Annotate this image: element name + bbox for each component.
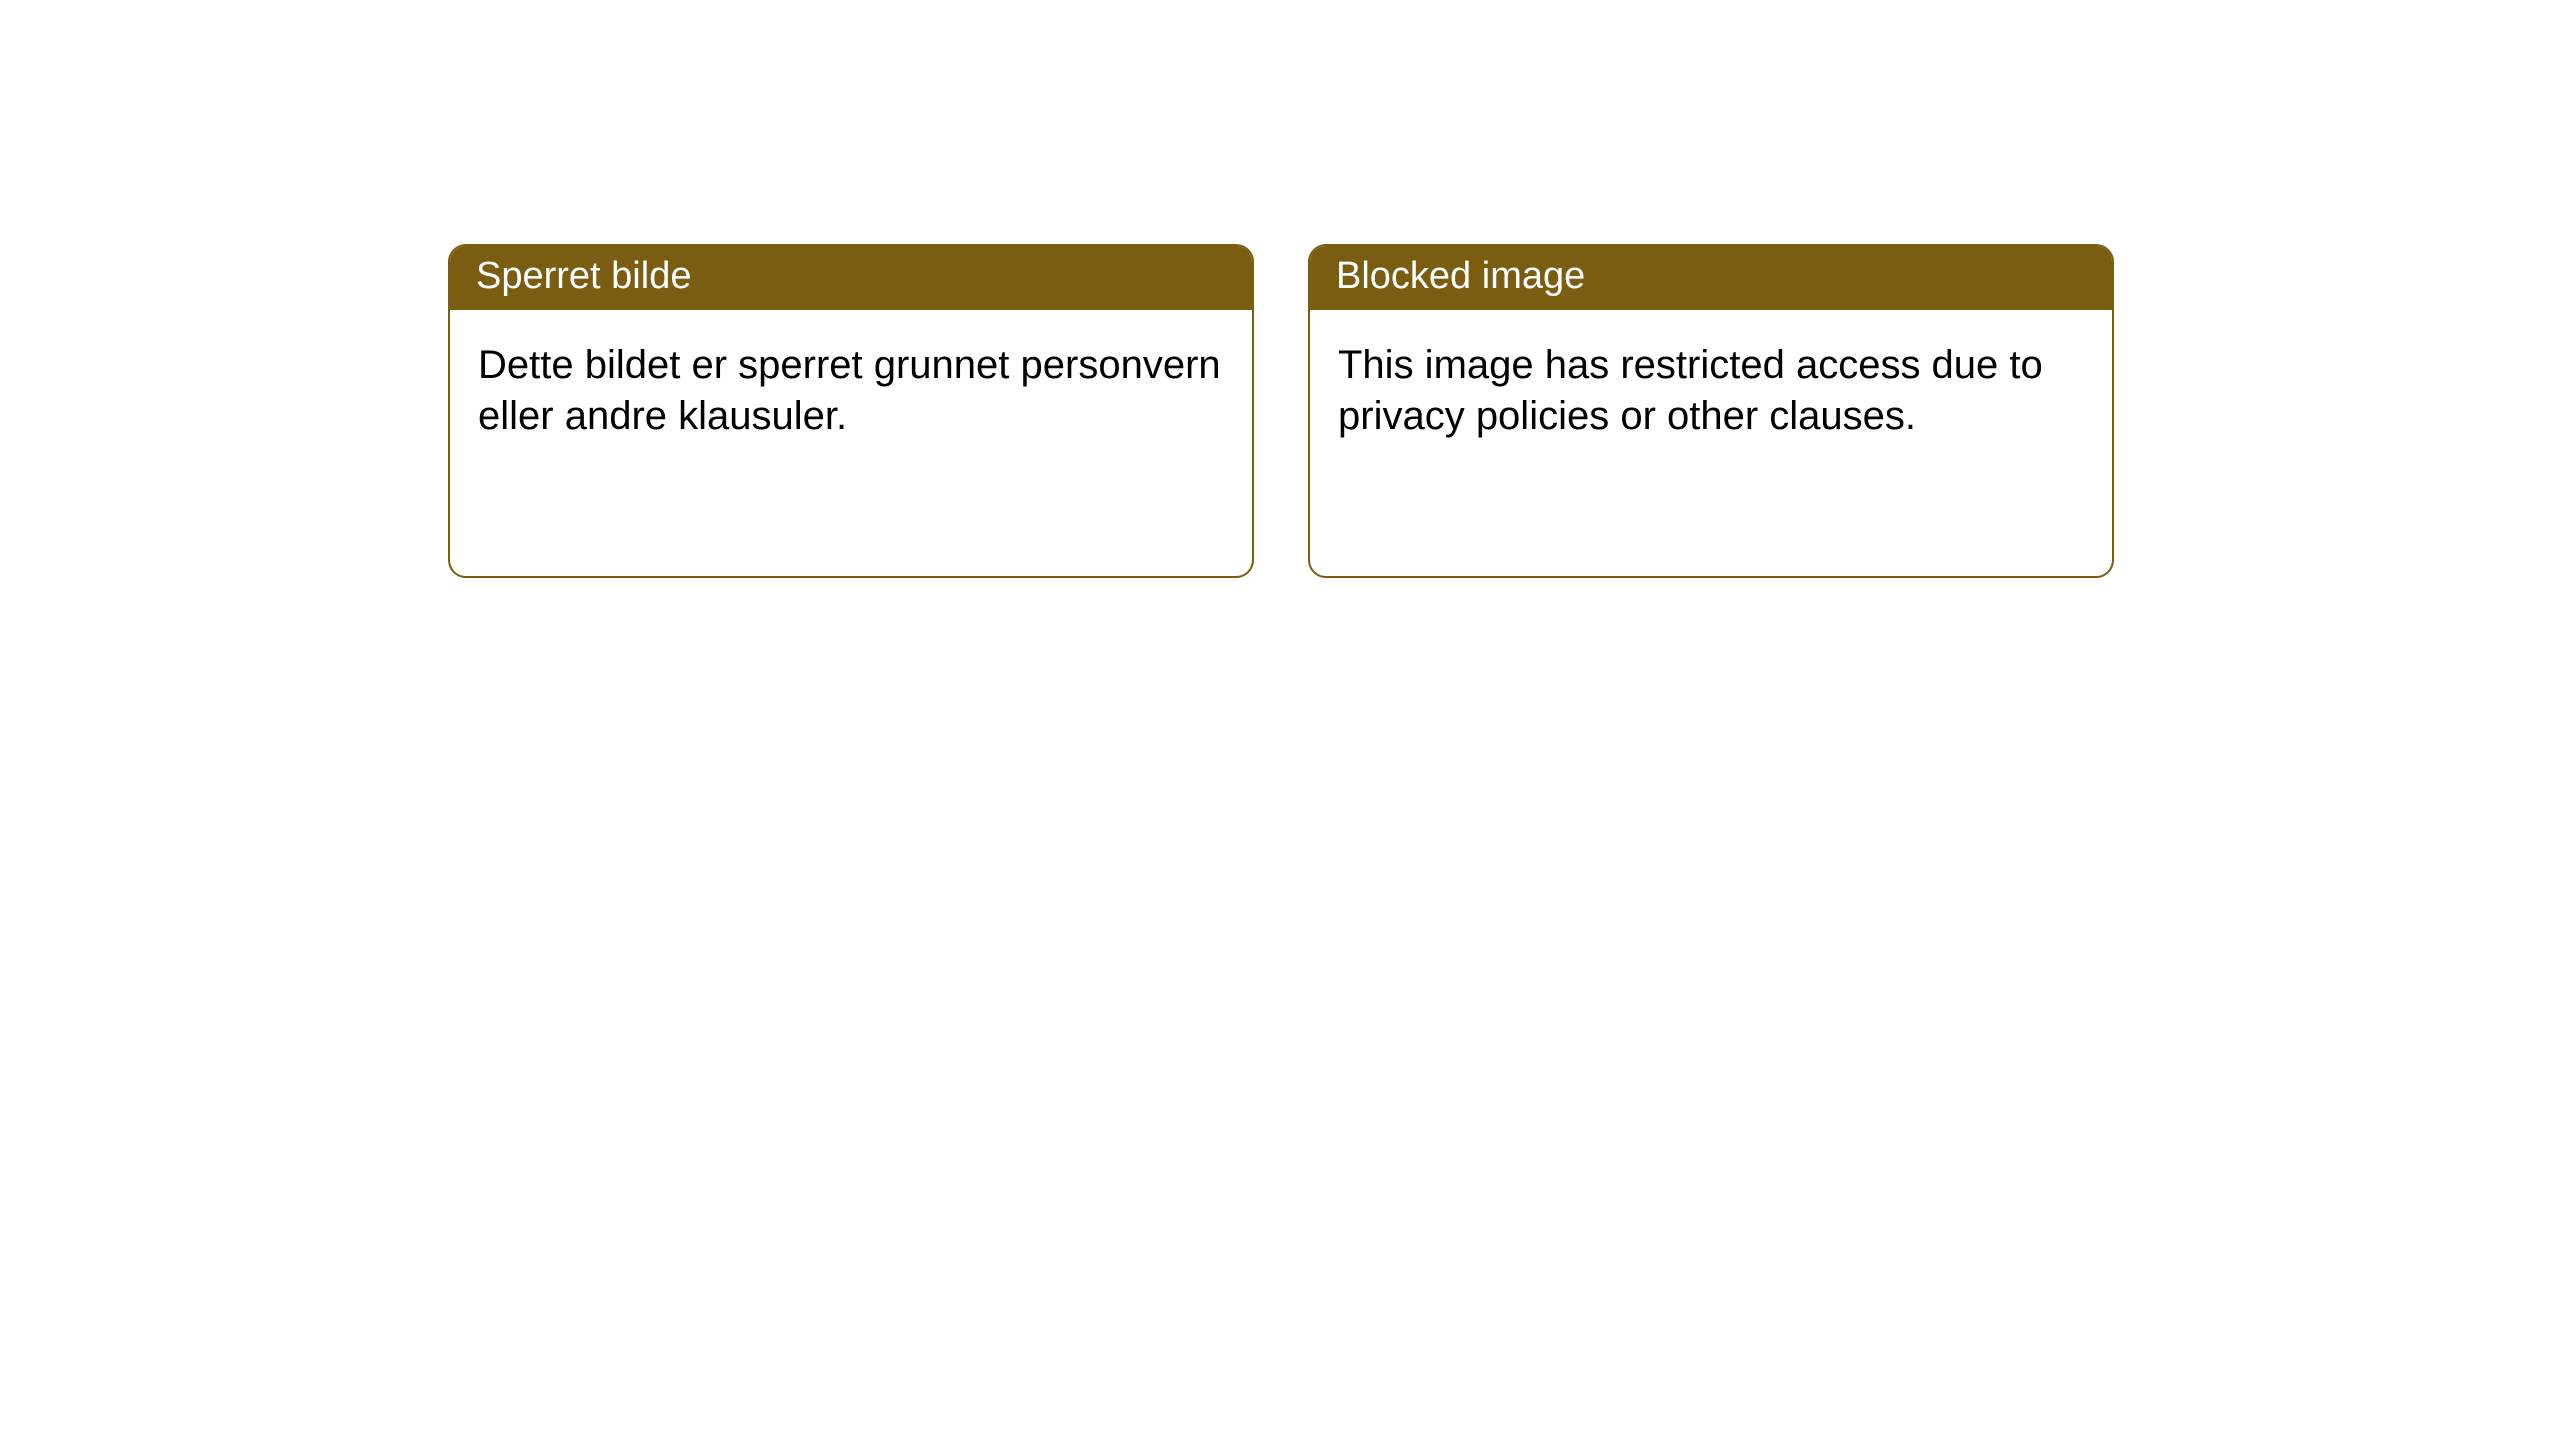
notice-card-norwegian: Sperret bilde Dette bildet er sperret gr… — [448, 244, 1254, 578]
notice-container: Sperret bilde Dette bildet er sperret gr… — [0, 0, 2560, 578]
notice-body-norwegian: Dette bildet er sperret grunnet personve… — [450, 310, 1252, 472]
notice-card-english: Blocked image This image has restricted … — [1308, 244, 2114, 578]
notice-body-english: This image has restricted access due to … — [1310, 310, 2112, 472]
notice-title-norwegian: Sperret bilde — [450, 246, 1252, 310]
notice-title-english: Blocked image — [1310, 246, 2112, 310]
